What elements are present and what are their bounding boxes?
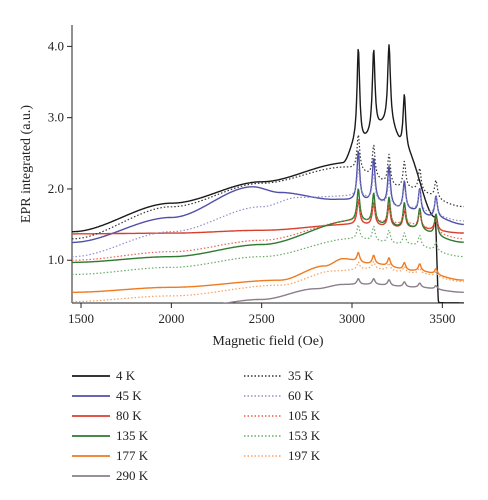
y-tick-label: 3.0 [48, 110, 64, 125]
legend-label: 197 K [288, 448, 321, 463]
y-axis-label: EPR integrated (a.u.) [19, 105, 34, 224]
legend-label: 80 K [116, 408, 142, 423]
legend-label: 35 K [288, 368, 314, 383]
y-tick-label: 1.0 [48, 252, 64, 267]
legend-label: 153 K [288, 428, 321, 443]
legend-label: 45 K [116, 388, 142, 403]
x-tick-label: 2500 [249, 311, 275, 326]
legend-label: 4 K [116, 368, 136, 383]
legend-label: 290 K [116, 468, 149, 483]
series-35k [72, 134, 464, 240]
x-tick-label: 2000 [158, 311, 184, 326]
x-tick-label: 3500 [429, 311, 455, 326]
series-177k [72, 251, 464, 293]
y-tick-label: 4.0 [48, 38, 64, 53]
axes [71, 25, 464, 304]
series-60k [72, 167, 464, 258]
x-tick-label: 1500 [68, 311, 94, 326]
legend-label: 177 K [116, 448, 149, 463]
series-135k [72, 188, 464, 264]
y-ticks: 1.0 2.0 3.0 4.0 [48, 38, 72, 267]
series-105k [72, 199, 464, 261]
legend-label: 135 K [116, 428, 149, 443]
series-layer [72, 44, 464, 303]
series-290k [222, 278, 464, 303]
y-tick-label: 2.0 [48, 181, 64, 196]
legend-label: 60 K [288, 388, 314, 403]
series-4k [72, 44, 464, 303]
legend: 4 K 45 K 80 K 135 K 177 K 290 K 35 K 60 K 105 K 1… [72, 368, 321, 483]
series-80k [72, 198, 464, 235]
legend-label: 105 K [288, 408, 321, 423]
x-tick-label: 3000 [339, 311, 365, 326]
x-axis-label: Magnetic field (Oe) [212, 334, 324, 349]
x-ticks: 1500 2000 2500 3000 3500 [68, 303, 455, 326]
series-197k [72, 261, 464, 303]
series-45k [72, 150, 464, 244]
